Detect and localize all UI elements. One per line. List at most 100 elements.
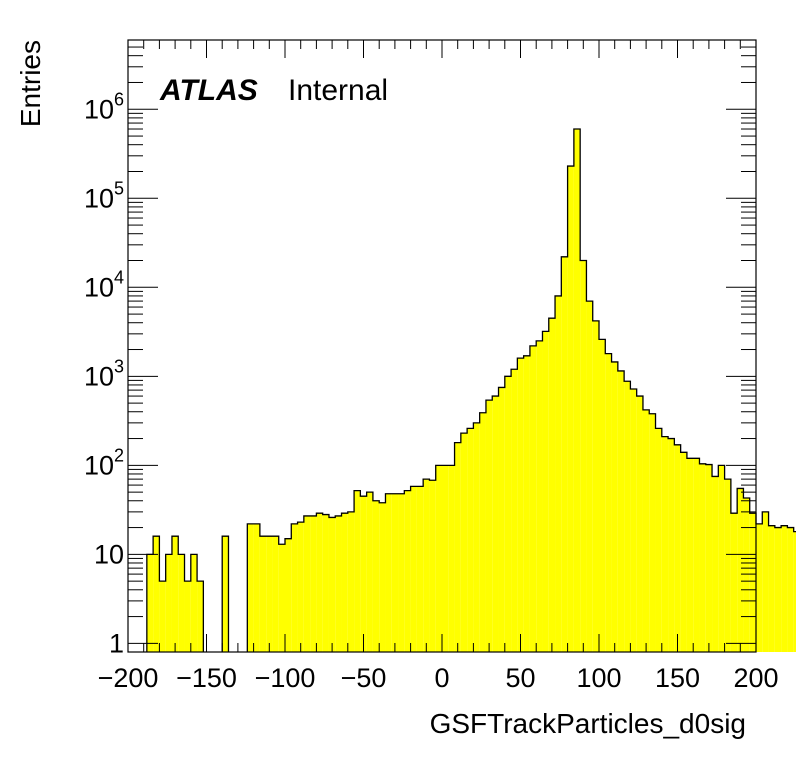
histogram-bar [247,523,254,652]
histogram-bar [705,464,713,652]
y-tick-label: 105 [84,178,124,213]
histogram-bar [781,525,788,652]
histogram-bar [730,513,738,652]
status-label: Internal [288,74,388,107]
y-tick-labels: 1 10 102 103 104 105 106 [84,89,124,658]
histogram-bar [190,554,198,652]
histogram-bar [385,493,392,652]
histogram-bar [511,369,518,652]
histogram-bar [335,515,342,652]
histogram-bar [316,513,323,652]
histogram-bar [529,345,537,652]
histogram-bar [743,497,750,652]
histogram-bar [548,318,556,652]
histogram-bar [171,536,179,652]
y-axis-title: Entries [15,40,46,127]
histogram-bar [197,581,204,652]
histogram-bar [379,502,386,652]
histogram-bar [668,438,675,652]
x-tick-label: −100 [255,663,316,693]
x-tick-label: −150 [176,663,237,693]
histogram-bar [354,490,361,652]
x-tick-label: 200 [733,663,778,693]
histogram-bar [410,486,417,652]
histogram-bar [473,422,480,652]
histogram-bar [642,409,650,652]
histogram-bar [460,433,468,652]
histogram-bar [467,428,474,652]
histogram-bar [178,554,185,652]
y-tick-label: 103 [84,356,124,391]
histogram-bars [146,128,796,653]
x-tick-label: −200 [98,663,159,693]
histogram-bar [718,465,725,652]
histogram-outline [146,128,796,652]
y-tick-label: 10 [94,539,124,569]
histogram-bar [341,513,348,652]
histogram-bar [536,340,543,652]
histogram-bar [599,339,606,652]
histogram-bar [573,129,581,652]
histogram-bar [523,355,530,652]
histogram-bar [686,458,694,652]
histogram-bar [165,554,172,652]
histogram-bar [517,358,524,652]
histogram-bar [391,493,399,652]
histogram-bar [398,493,405,652]
histogram-bar [310,515,317,652]
histogram-bar [592,320,599,652]
histogram-bar [774,527,782,652]
y-tick-label: 106 [84,89,124,124]
histogram-bar [291,523,298,652]
x-axis-title: GSFTrackParticles_d0sig [430,708,746,739]
histogram-bar [661,436,669,652]
histogram-bar [793,531,796,652]
histogram-bar [580,260,587,652]
histogram-bar [278,544,285,652]
y-tick-label: 102 [84,445,124,480]
atlas-label: ATLAS [159,74,258,107]
y-tick-label: 104 [84,267,124,302]
histogram-bar [567,166,574,653]
histogram-bar [649,413,656,652]
histogram-bar [322,514,329,652]
histogram-bar [749,513,756,652]
histogram-bar [485,400,493,652]
histogram-bar [146,554,154,652]
y-axis-ticks [128,39,756,644]
histogram-bar [222,536,229,652]
x-tick-label: 50 [505,663,535,693]
histogram-bar [762,511,769,652]
histogram-bar [259,536,267,652]
x-tick-labels: −200 −150 −100 −50 0 50 100 150 200 [98,663,779,693]
histogram-bar [448,465,455,652]
histogram-bar [328,517,336,652]
x-tick-label: 150 [655,663,700,693]
histogram-bar [442,465,449,652]
histogram-bar [404,490,411,652]
histogram-bar [423,479,430,652]
histogram-bar [372,500,380,652]
histogram-bar [611,361,618,652]
histogram-bar [756,523,763,652]
histogram-bar [542,331,549,652]
histogram-bar [555,295,562,652]
histogram-bar [787,527,794,652]
histogram-bar [561,256,568,652]
histogram-bar [266,536,273,652]
histogram-bar [674,444,681,652]
histogram-bar [504,376,512,652]
y-tick-label: 1 [109,628,124,658]
histogram-bar [297,522,304,652]
histogram-bar [624,381,631,652]
histogram-bar [630,389,637,652]
histogram-bar [347,511,355,652]
histogram-bar [492,396,499,652]
histogram-bar [159,581,166,652]
histogram-bar [360,496,367,652]
histogram-bar [655,428,662,652]
histogram-bar [429,480,436,652]
histogram-bar [737,488,744,652]
histogram-bar [479,412,486,652]
